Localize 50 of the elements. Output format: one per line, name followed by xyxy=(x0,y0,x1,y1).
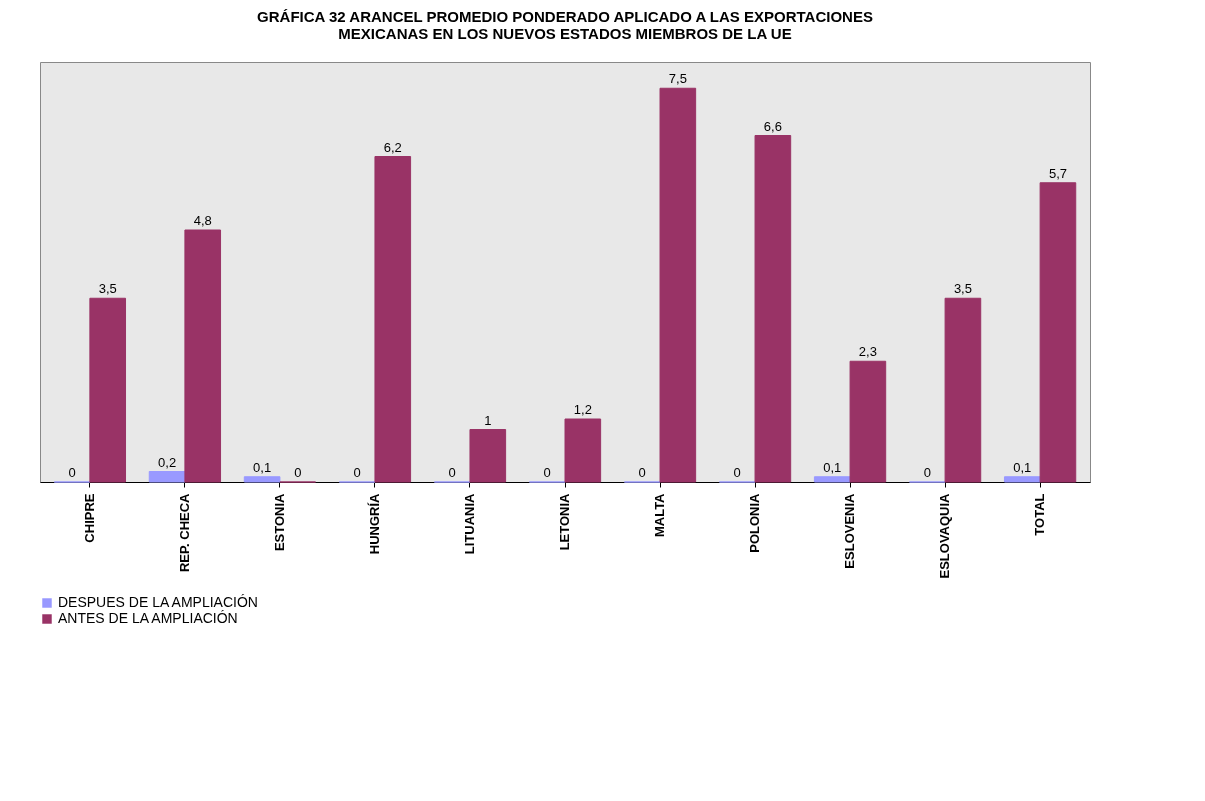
data-label: 0,2 xyxy=(158,454,177,470)
bar xyxy=(243,476,281,483)
bar xyxy=(469,429,507,483)
x-tick-label: LETONIA xyxy=(557,492,572,551)
x-tick-label: CHIPRE xyxy=(81,493,97,543)
data-label: 3,5 xyxy=(953,281,972,297)
data-label: 7,5 xyxy=(668,71,687,87)
bar xyxy=(659,87,697,483)
bar xyxy=(1039,182,1077,483)
x-tick-label: ESLOVAQUIA xyxy=(937,492,953,579)
bar xyxy=(944,297,982,483)
bar xyxy=(1003,476,1041,483)
x-tick-label: HUNGRÍA xyxy=(366,492,382,555)
data-label: 0 xyxy=(353,465,361,480)
bar xyxy=(849,360,887,483)
legend-label: DESPUES DE LA AMPLIACIÓN xyxy=(58,594,258,610)
data-label: 0,1 xyxy=(823,459,842,475)
data-label: 0,1 xyxy=(1013,459,1032,475)
data-label: 1,2 xyxy=(573,402,592,417)
data-label: 0 xyxy=(638,465,646,480)
x-tick-label: POLONIA xyxy=(747,492,763,553)
bar xyxy=(564,418,602,483)
chart-title: GRÁFICA 32 ARANCEL PROMEDIO PONDERADO APLICADO A LAS EXPORTACIONES MEXICANAS EN LOS NUEVOS ESTADOS MIEMBROS DE LA UE xyxy=(257,8,873,42)
data-label: 3,5 xyxy=(98,281,117,297)
data-label: 0 xyxy=(448,465,456,480)
data-label: 1 xyxy=(484,412,492,428)
data-label: 0 xyxy=(294,465,302,480)
data-label: 0 xyxy=(923,465,931,480)
data-label: 5,7 xyxy=(1048,165,1067,181)
x-tick-label: MALTA xyxy=(652,492,668,538)
legend-label: ANTES DE LA AMPLIACIÓN xyxy=(58,610,238,626)
bar xyxy=(374,156,412,483)
data-label: 6,2 xyxy=(383,139,402,155)
x-tick-label: REP. CHECA xyxy=(176,492,192,573)
x-tick-label: TOTAL xyxy=(1032,493,1048,536)
data-label: 0 xyxy=(68,465,76,480)
bar xyxy=(148,471,186,483)
bar xyxy=(813,476,851,483)
data-label: 0,1 xyxy=(253,459,272,475)
data-label: 0 xyxy=(543,465,551,480)
x-tick-label: LITUANIA xyxy=(461,492,477,555)
bar xyxy=(184,229,222,483)
data-label: 6,6 xyxy=(763,118,782,134)
bar xyxy=(89,297,127,483)
data-label: 4,8 xyxy=(193,213,212,228)
data-label: 0 xyxy=(733,465,741,480)
x-tick-label: ESTONIA xyxy=(271,492,287,552)
data-label: 2,3 xyxy=(858,344,877,360)
x-tick-label: ESLOVENIA xyxy=(842,492,858,569)
bar xyxy=(754,135,792,483)
